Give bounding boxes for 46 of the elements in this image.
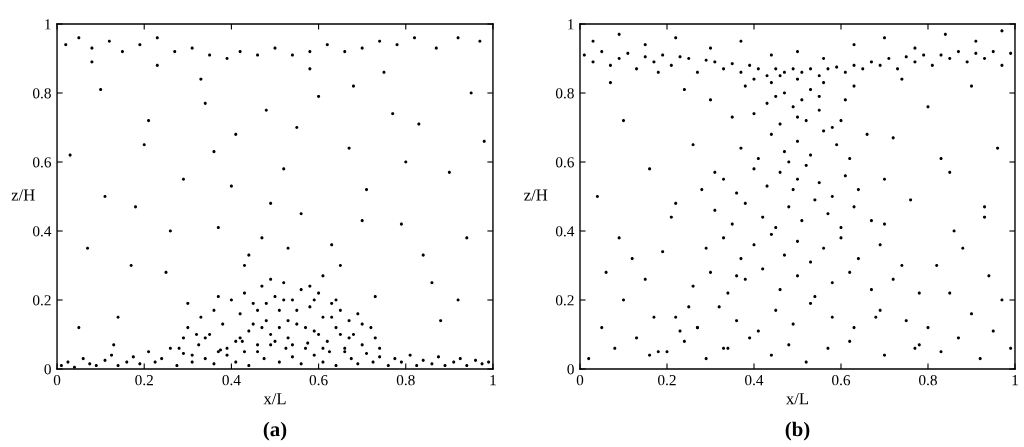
x-axis-title: x/L <box>786 393 809 405</box>
x-tick-label: 0.2 <box>658 375 676 386</box>
y-tick-label: 0.4 <box>555 226 575 237</box>
y-tick-label: 0.8 <box>555 88 574 99</box>
y-axis-title: z/H <box>11 189 35 201</box>
text: (b) <box>785 421 810 441</box>
point <box>608 63 612 67</box>
y-tick-label: 0.6 <box>32 157 52 168</box>
y-tick-label: 0 <box>44 364 51 375</box>
y-tick-label: 0.8 <box>32 88 51 99</box>
point <box>904 55 908 59</box>
y-tick-label: 0.2 <box>32 295 51 306</box>
y-axis-title: z/H <box>524 189 548 201</box>
point <box>1009 51 1013 55</box>
x-tick-label: 0 <box>576 375 584 386</box>
x-tick-label: 0.6 <box>309 375 328 386</box>
point <box>982 56 987 61</box>
point <box>913 60 917 64</box>
point <box>791 67 795 71</box>
x-tick-label: 1 <box>490 375 496 386</box>
x-tick-label: 1 <box>1012 375 1018 386</box>
point <box>956 50 960 54</box>
y-tick-label: 0 <box>567 364 574 375</box>
y-tick-label: 0.2 <box>555 295 574 306</box>
point <box>930 63 934 67</box>
x-tick-label: 0.8 <box>396 375 415 386</box>
y-tick-label: 0.6 <box>555 157 574 168</box>
y-tick-label: 0.4 <box>32 226 52 237</box>
x-tick-label: 0.6 <box>832 375 851 386</box>
y-tick-label: 1 <box>568 19 574 30</box>
point <box>782 70 786 74</box>
x-axis-title: x/L <box>263 393 286 405</box>
point <box>652 60 656 64</box>
x-tick-label: 0.4 <box>222 375 241 386</box>
text: (a) <box>263 421 287 441</box>
y-tick-label: 1 <box>45 19 51 30</box>
x-tick-label: 0.8 <box>919 375 937 386</box>
x-tick-label: 0.2 <box>135 375 153 386</box>
point <box>843 70 847 74</box>
point <box>748 63 752 67</box>
x-tick-label: 0 <box>53 375 61 386</box>
point <box>643 55 647 59</box>
x-tick-label: 0.4 <box>745 375 764 386</box>
point <box>817 74 821 78</box>
point <box>669 63 673 67</box>
point <box>730 62 734 66</box>
